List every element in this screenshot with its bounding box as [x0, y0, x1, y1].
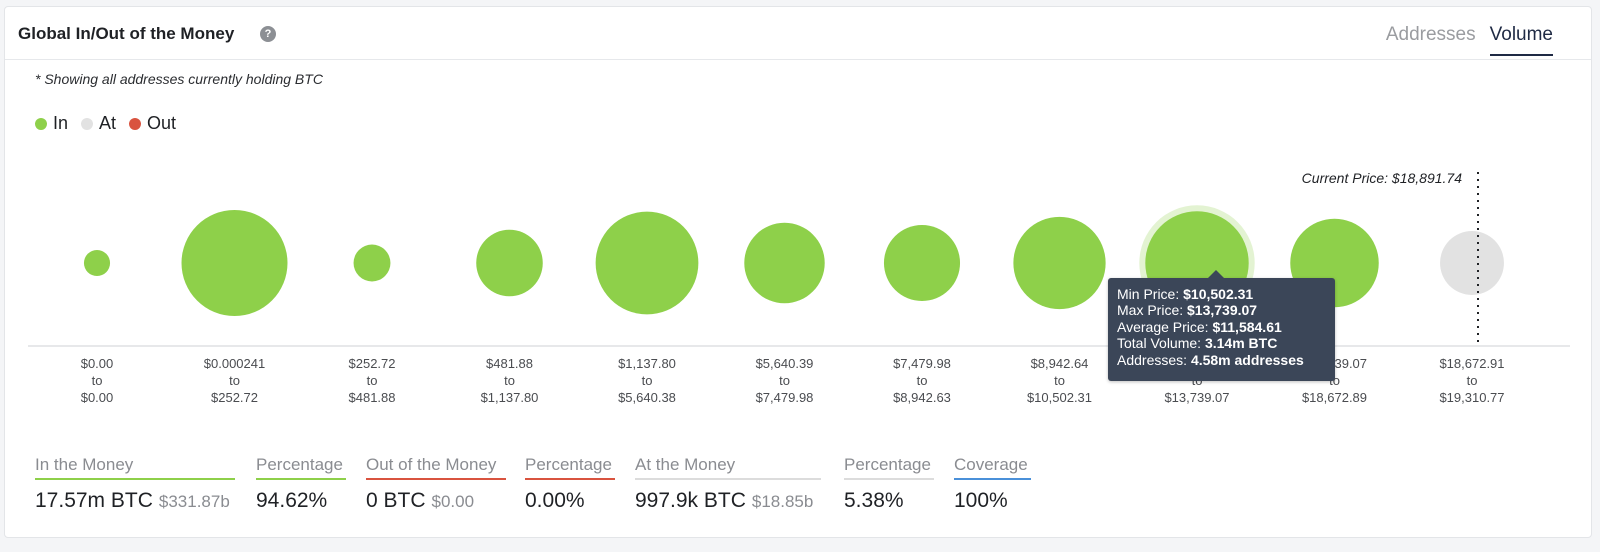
stat-at-the-money: At the Money 997.9k BTC $18.85b	[635, 455, 821, 513]
stat-label: Percentage	[525, 455, 615, 480]
card-header: Global In/Out of the Money ? Addresses V…	[5, 7, 1591, 60]
legend-dot-in	[35, 117, 47, 130]
stat-at-percentage: Percentage 5.38%	[844, 455, 934, 513]
x-tick-label: $13,739.07	[1164, 390, 1229, 405]
x-tick-label: $1,137.80	[618, 356, 676, 371]
x-tick-label: $18,672.91	[1439, 356, 1504, 371]
stat-label: Percentage	[844, 455, 934, 480]
legend-item-at[interactable]: At	[81, 113, 116, 134]
tab-volume[interactable]: Volume	[1489, 24, 1553, 56]
x-tick-label: $252.72	[211, 390, 258, 405]
x-tick-label: to	[779, 373, 790, 388]
stat-value: 0.00%	[525, 489, 585, 512]
x-tick-label: to	[367, 373, 378, 388]
view-tabs: Addresses Volume	[1386, 24, 1553, 56]
stat-out-percentage: Percentage 0.00%	[525, 455, 615, 513]
legend-label-out: Out	[147, 113, 177, 133]
bubble-0[interactable]	[83, 249, 111, 277]
legend-label-in: In	[53, 113, 69, 133]
tooltip-max-row: Max Price: $13,739.07	[1117, 302, 1258, 319]
bubble-7[interactable]	[1013, 216, 1106, 310]
bubble-1[interactable]	[181, 210, 288, 316]
tooltip-addresses-row: Addresses: 4.58m addresses	[1117, 351, 1304, 368]
bubble-10[interactable]	[1440, 231, 1504, 295]
x-tick-label: $481.88	[349, 390, 396, 405]
x-tick-label: to	[1329, 373, 1340, 388]
stat-value: 0 BTC $0.00	[366, 489, 475, 512]
x-tick-label: to	[1054, 373, 1065, 388]
bubble-6[interactable]	[883, 224, 961, 302]
x-tick-label: $7,479.98	[756, 390, 814, 405]
x-tick-label: $8,942.64	[1031, 356, 1089, 371]
current-price-label: Current Price: $18,891.74	[1302, 170, 1463, 186]
x-tick-label: to	[92, 373, 103, 388]
tooltip-min-row: Min Price: $10,502.31	[1117, 286, 1254, 302]
stat-label: Coverage	[954, 455, 1031, 480]
x-tick-label: to	[504, 373, 515, 388]
legend: In At Out	[35, 113, 176, 134]
bubble-3[interactable]	[476, 229, 543, 297]
x-tick-label: to	[1467, 373, 1478, 388]
stat-coverage: Coverage 100%	[954, 455, 1031, 513]
x-tick-label: to	[642, 373, 653, 388]
x-tick-label: $7,479.98	[893, 356, 951, 371]
tooltip-volume-row: Total Volume: 3.14m BTC	[1117, 335, 1278, 352]
x-tick-label: $481.88	[486, 356, 533, 371]
legend-label-at: At	[99, 113, 117, 133]
stat-label: At the Money	[635, 455, 821, 480]
help-icon[interactable]: ?	[260, 26, 276, 42]
stat-in-percentage: Percentage 94.62%	[256, 455, 346, 513]
stat-in-the-money: In the Money 17.57m BTC $331.87b	[35, 455, 235, 513]
bubble-chart: $0.00 to $0.00 $0.000241 to $252.72 $252.72 to $…	[28, 170, 1570, 405]
x-tick-label: $1,137.80	[481, 390, 539, 405]
stat-label: In the Money	[35, 455, 235, 480]
legend-item-in[interactable]: In	[35, 113, 68, 134]
x-tick-label: $0.000241	[204, 356, 265, 371]
stat-out-of-the-money: Out of the Money 0 BTC $0.00	[366, 455, 506, 513]
stat-value: 94.62%	[256, 489, 328, 512]
stat-value: 100%	[954, 489, 1008, 512]
bubble-tooltip: Min Price: $10,502.31 Max Price: $13,739…	[1108, 270, 1335, 381]
x-tick-label: $5,640.39	[756, 356, 814, 371]
x-tick-label: $8,942.63	[893, 390, 951, 405]
tab-addresses[interactable]: Addresses	[1385, 24, 1476, 45]
stat-label: Out of the Money	[366, 455, 506, 480]
x-tick-label: $18,672.89	[1302, 390, 1367, 405]
legend-dot-at	[81, 117, 94, 130]
legend-item-out[interactable]: Out	[129, 113, 176, 134]
stat-value: 997.9k BTC $18.85b	[635, 489, 814, 512]
chart-note: * Showing all addresses currently holdin…	[35, 71, 323, 87]
x-tick-label: $5,640.38	[618, 390, 676, 405]
x-tick-label: $252.72	[349, 356, 396, 371]
tooltip-avg-row: Average Price: $11,584.61	[1117, 318, 1282, 335]
legend-dot-out	[129, 117, 142, 130]
bubble-5[interactable]	[744, 222, 825, 304]
x-tick-label: $19,310.77	[1439, 390, 1504, 405]
stat-label: Percentage	[256, 455, 346, 480]
bubble-4[interactable]	[595, 211, 699, 315]
bubble-2[interactable]	[353, 244, 391, 282]
x-tick-label: $0.00	[81, 356, 114, 371]
stat-value: 5.38%	[844, 489, 904, 512]
x-tick-label: to	[229, 373, 240, 388]
x-tick-label: $0.00	[81, 390, 114, 405]
x-tick-label: to	[917, 373, 928, 388]
stat-value: 17.57m BTC $331.87b	[35, 489, 230, 512]
page-title: Global In/Out of the Money	[18, 24, 235, 43]
x-tick-label: $10,502.31	[1027, 390, 1092, 405]
